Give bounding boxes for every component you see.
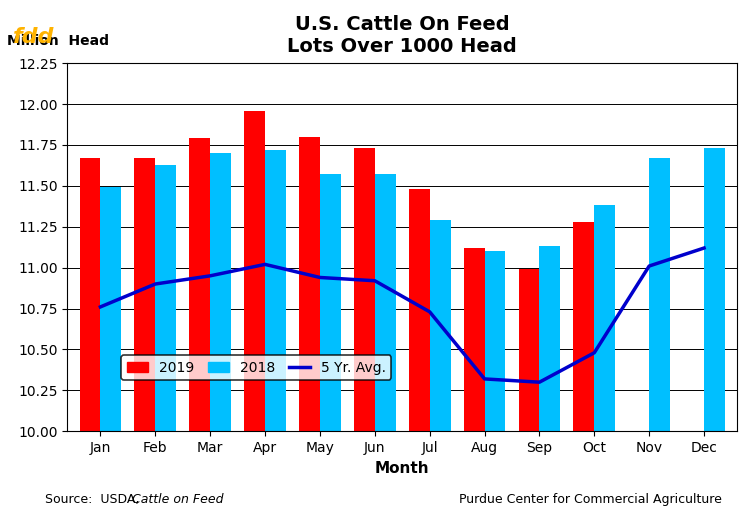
Bar [244, 110, 265, 431]
Bar [320, 174, 341, 431]
Text: Million  Head: Million Head [8, 34, 109, 49]
Bar [299, 137, 320, 431]
Text: fdd: fdd [13, 27, 55, 47]
Bar [135, 158, 155, 431]
Bar [429, 220, 450, 431]
Bar [649, 158, 670, 431]
Legend: 2019, 2018, 5 Yr. Avg.: 2019, 2018, 5 Yr. Avg. [121, 355, 392, 380]
Bar [539, 246, 560, 431]
Bar [574, 222, 594, 431]
Bar [594, 205, 615, 431]
Bar [409, 189, 429, 431]
Bar [190, 138, 210, 431]
Bar [354, 148, 374, 431]
Bar [519, 269, 539, 431]
Title: U.S. Cattle On Feed
Lots Over 1000 Head: U.S. Cattle On Feed Lots Over 1000 Head [287, 15, 517, 56]
Bar [100, 188, 121, 431]
Bar [484, 251, 505, 431]
Bar [210, 153, 231, 431]
Text: Purdue Center for Commercial Agriculture: Purdue Center for Commercial Agriculture [459, 493, 722, 506]
Text: Source:  USDA,: Source: USDA, [45, 493, 144, 506]
Bar [374, 174, 396, 431]
Bar [265, 150, 286, 431]
Bar [464, 248, 484, 431]
Bar [80, 158, 100, 431]
Bar [155, 165, 176, 431]
Bar [704, 148, 725, 431]
X-axis label: Month: Month [375, 460, 429, 476]
Text: Cattle on Feed: Cattle on Feed [132, 493, 223, 506]
